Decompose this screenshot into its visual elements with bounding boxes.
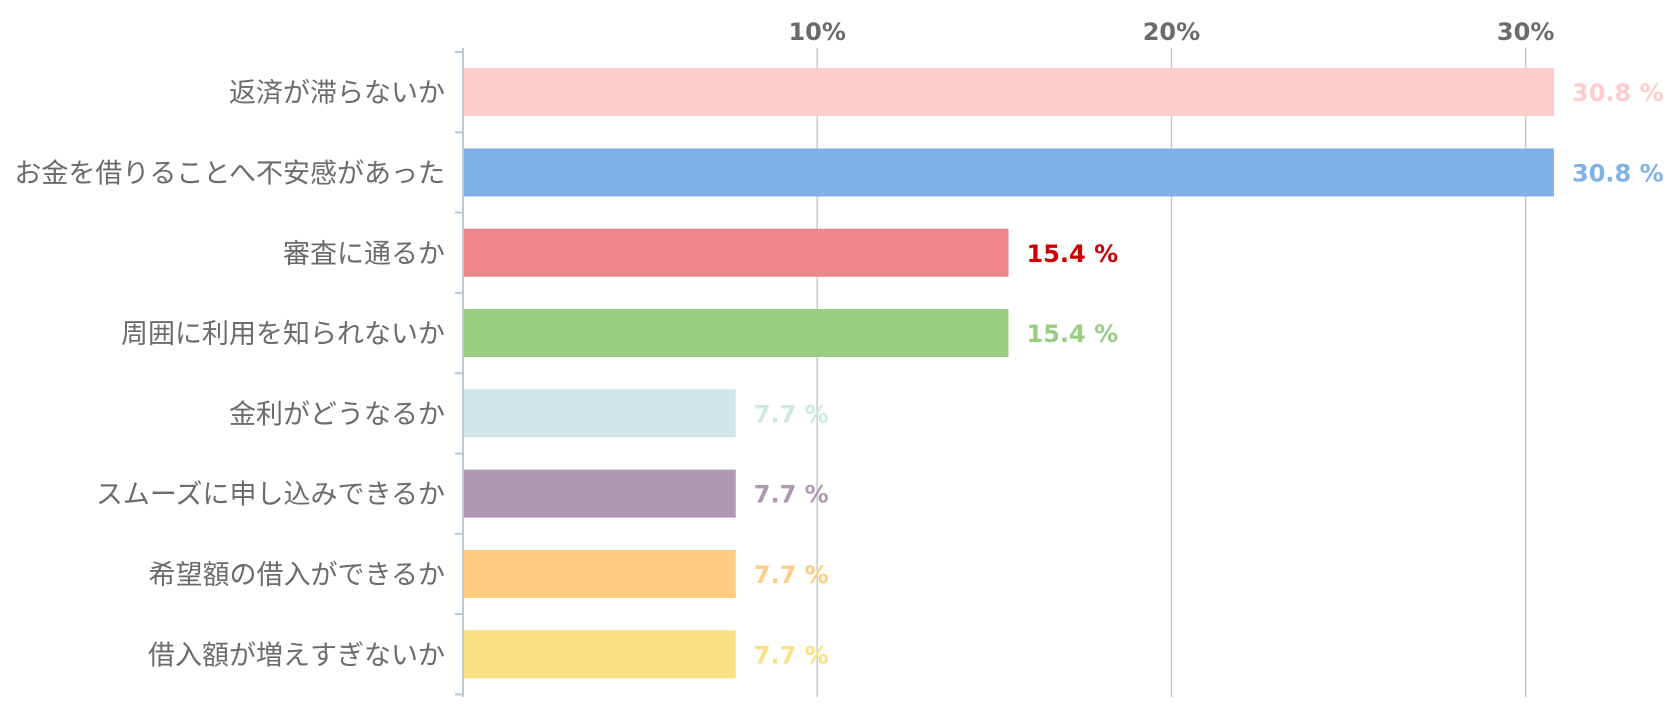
category-label: 借入額が増えすぎないか: [148, 640, 445, 671]
bar: [464, 309, 1009, 358]
x-tick-label: 10%: [788, 18, 845, 46]
value-label: 30.8 %: [1572, 79, 1664, 107]
bar: [464, 148, 1554, 197]
value-label: 7.7 %: [754, 641, 829, 669]
x-tick-label: 20%: [1143, 18, 1200, 46]
bar: [464, 549, 736, 598]
bar: [464, 469, 736, 518]
category-label: 審査に通るか: [283, 239, 445, 270]
value-label: 30.8 %: [1572, 159, 1664, 187]
category-label: 返済が滞らないか: [229, 78, 445, 109]
category-label: 金利がどうなるか: [229, 399, 445, 430]
axes: [455, 48, 464, 697]
category-label: 周囲に利用を知られないか: [121, 319, 445, 350]
bar: [464, 630, 736, 679]
value-label: 7.7 %: [754, 400, 829, 428]
value-label: 7.7 %: [754, 561, 829, 589]
category-label: 希望額の借入ができるか: [149, 560, 445, 591]
value-label: 15.4 %: [1027, 320, 1119, 348]
bar: [464, 68, 1554, 117]
labels: 10% 20% 30% 返済が滞らないか 30.8 % お金を借りることへ不安感があった 3…: [14, 18, 1663, 671]
bar: [464, 389, 736, 438]
bars: [464, 68, 1554, 679]
value-label: 15.4 %: [1027, 240, 1119, 268]
category-label: お金を借りることへ不安感があった: [14, 158, 445, 189]
grid-lines: [816, 48, 1527, 697]
value-label: 7.7 %: [754, 481, 829, 509]
x-tick-label: 30%: [1497, 18, 1554, 46]
category-label: スムーズに申し込みできるか: [96, 480, 445, 511]
bar: [464, 228, 1009, 277]
